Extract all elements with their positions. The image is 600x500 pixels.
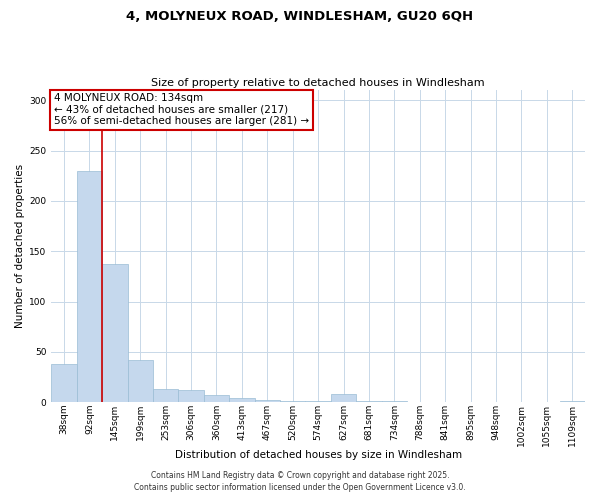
Bar: [331, 394, 356, 402]
Bar: [102, 264, 128, 402]
Text: 4, MOLYNEUX ROAD, WINDLESHAM, GU20 6QH: 4, MOLYNEUX ROAD, WINDLESHAM, GU20 6QH: [127, 10, 473, 23]
X-axis label: Distribution of detached houses by size in Windlesham: Distribution of detached houses by size …: [175, 450, 462, 460]
Bar: [153, 389, 178, 402]
Bar: [229, 398, 254, 402]
Bar: [178, 390, 204, 402]
Bar: [51, 364, 77, 403]
Title: Size of property relative to detached houses in Windlesham: Size of property relative to detached ho…: [151, 78, 485, 88]
Bar: [204, 396, 229, 402]
Bar: [128, 360, 153, 403]
Bar: [77, 170, 102, 402]
Text: 4 MOLYNEUX ROAD: 134sqm
← 43% of detached houses are smaller (217)
56% of semi-d: 4 MOLYNEUX ROAD: 134sqm ← 43% of detache…: [54, 94, 309, 126]
Y-axis label: Number of detached properties: Number of detached properties: [15, 164, 25, 328]
Text: Contains HM Land Registry data © Crown copyright and database right 2025.
Contai: Contains HM Land Registry data © Crown c…: [134, 471, 466, 492]
Bar: [254, 400, 280, 402]
